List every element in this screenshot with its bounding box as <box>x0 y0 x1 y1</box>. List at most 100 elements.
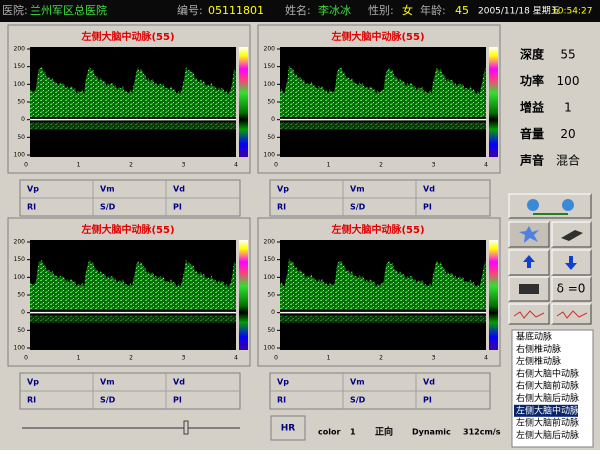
y-tick-label: 100 <box>264 345 276 352</box>
measurement-label: Vd <box>423 378 435 387</box>
setting-label: 增益 <box>520 100 544 115</box>
delta-label: δ =0 <box>557 282 586 296</box>
panel-title: 左侧大脑中动脉(55) <box>330 30 424 43</box>
measurement-label: Vd <box>423 185 435 194</box>
direction: 正向 <box>375 426 393 438</box>
y-tick-label: 50 <box>267 134 275 141</box>
vessel-item[interactable]: 右侧大脑前动脉 <box>516 380 579 392</box>
header-time: 10:54:27 <box>552 7 592 17</box>
y-tick-label: 200 <box>264 239 276 246</box>
spectrum-waveform <box>30 66 236 117</box>
measurement-label: RI <box>277 396 286 405</box>
header-id-label: 编号: <box>177 3 203 17</box>
x-tick-label: 3 <box>432 355 436 362</box>
x-tick-label: 0 <box>274 355 278 362</box>
y-tick-label: 200 <box>14 46 26 53</box>
spectrum-waveform <box>280 258 486 310</box>
button-bevel <box>508 276 549 301</box>
setting-label: 深度 <box>520 47 545 62</box>
y-tick-label: 150 <box>14 256 26 263</box>
x-tick-label: 1 <box>327 162 331 169</box>
y-tick-label: 200 <box>14 239 26 246</box>
icon <box>513 310 545 319</box>
button-bevel <box>551 303 591 324</box>
y-tick-label: 50 <box>267 99 275 106</box>
y-tick-label: 0 <box>271 116 275 123</box>
mode: Dynamic <box>412 428 451 437</box>
color-value: 1 <box>350 428 356 437</box>
measurement-label: RI <box>277 203 286 212</box>
vessel-item[interactable]: 左侧大脑后动脉 <box>516 429 579 441</box>
color-bar <box>239 240 248 350</box>
icon <box>556 310 588 319</box>
vessel-item[interactable]: 左侧大脑前动脉 <box>516 417 579 429</box>
y-tick-label: 50 <box>17 99 25 106</box>
measurement-label: Vp <box>277 185 289 194</box>
x-tick-label: 2 <box>129 162 133 169</box>
vessel-item[interactable]: 右侧大脑中动脉 <box>516 367 579 379</box>
vessel-item[interactable]: 左侧椎动脉 <box>516 355 561 367</box>
measurement-label: PI <box>173 396 182 405</box>
color-bar <box>489 240 498 350</box>
x-tick-label: 1 <box>77 355 81 362</box>
measurement-label: Vd <box>173 185 185 194</box>
color-bar <box>239 47 248 157</box>
measurement-label: Vm <box>350 378 365 387</box>
icon <box>519 284 539 294</box>
setting-value: 100 <box>557 74 580 88</box>
vessel-item[interactable]: 左侧大脑中动脉 <box>516 404 579 416</box>
header-id: 05111801 <box>208 4 264 17</box>
x-tick-label: 1 <box>77 162 81 169</box>
x-tick-label: 0 <box>24 162 28 169</box>
measurement-label: Vm <box>100 378 115 387</box>
reverse-flow-noise <box>280 122 486 130</box>
header-age: 45 <box>455 4 469 17</box>
setting-value: 混合 <box>556 153 580 168</box>
x-tick-label: 0 <box>24 355 28 362</box>
icon <box>562 199 574 211</box>
measurement-label: PI <box>423 396 432 405</box>
scale: 312cm/s <box>463 428 501 437</box>
x-tick-label: 3 <box>182 355 186 362</box>
panel-title: 左侧大脑中动脉(55) <box>80 223 174 236</box>
color-bar <box>489 47 498 157</box>
measurement-label: PI <box>423 203 432 212</box>
slider-thumb[interactable] <box>183 420 189 435</box>
x-tick-label: 4 <box>484 355 488 362</box>
header-age-label: 年龄: <box>420 3 446 17</box>
button-bevel <box>508 303 549 324</box>
icon <box>523 255 535 268</box>
vessel-item[interactable]: 右侧大脑后动脉 <box>516 392 579 404</box>
measurement-label: S/D <box>350 396 366 405</box>
button-bevel <box>508 249 549 275</box>
measurement-label: Vd <box>173 378 185 387</box>
y-tick-label: 50 <box>17 134 25 141</box>
vessel-list-box[interactable] <box>511 329 594 448</box>
reverse-flow-noise <box>30 315 236 323</box>
x-tick-label: 2 <box>129 355 133 362</box>
measurement-label: Vp <box>27 185 39 194</box>
measurement-label: Vm <box>100 185 115 194</box>
vessel-item[interactable]: 基底动脉 <box>516 331 552 343</box>
header-date: 2005/11/18 星期五 <box>478 6 560 17</box>
measurement-label: Vm <box>350 185 365 194</box>
y-tick-label: 100 <box>14 152 26 159</box>
icon <box>565 256 577 270</box>
button-bevel <box>551 221 591 247</box>
y-tick-label: 50 <box>267 327 275 334</box>
y-tick-label: 0 <box>271 309 275 316</box>
x-tick-label: 4 <box>484 162 488 169</box>
spectrum-waveform <box>30 259 236 310</box>
x-tick-label: 3 <box>182 162 186 169</box>
vessel-item[interactable]: 右侧椎动脉 <box>516 343 561 355</box>
selected-highlight <box>514 404 578 417</box>
header-name-label: 姓名: <box>285 3 311 17</box>
reverse-flow-noise <box>30 122 236 130</box>
header-sex: 女 <box>402 3 413 17</box>
button-bevel <box>508 193 591 218</box>
spectrum-waveform <box>280 65 486 117</box>
y-tick-label: 100 <box>14 274 26 281</box>
measurement-label: S/D <box>100 396 116 405</box>
y-tick-label: 50 <box>17 327 25 334</box>
